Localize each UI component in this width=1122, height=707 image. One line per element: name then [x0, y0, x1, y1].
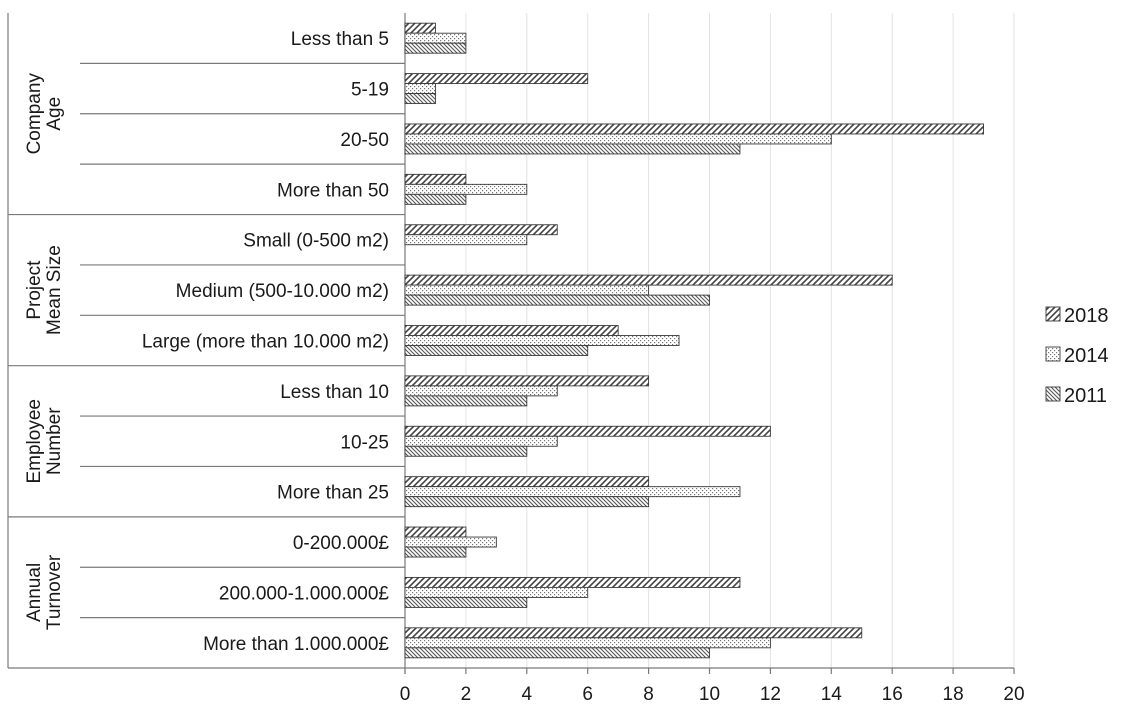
bar-2018 [404, 173, 467, 185]
bar-2018 [404, 274, 893, 286]
bar-2018 [404, 425, 771, 437]
bar-2018 [404, 325, 619, 336]
bar-2014 [404, 133, 832, 145]
category-label: Less than 5 [291, 29, 389, 50]
legend: 2018 2014 2011 [1045, 305, 1109, 407]
bar-2018 [404, 73, 589, 85]
bar-2018 [404, 627, 863, 639]
bar-2014 [404, 335, 680, 346]
legend-label-2014: 2014 [1064, 345, 1109, 367]
bar-2014 [404, 435, 558, 447]
legend-swatch-2014 [1045, 346, 1061, 362]
x-tick-label: 20 [1003, 684, 1024, 705]
category-label: Medium (500-10.000 m2) [176, 281, 389, 302]
bar-2011 [404, 546, 467, 558]
bar-2018 [404, 476, 650, 488]
legend-swatch-2011 [1045, 386, 1061, 402]
category-label: More than 25 [277, 483, 389, 504]
bar-2018 [404, 224, 558, 236]
x-tick-label: 12 [760, 684, 781, 705]
bar-2011 [404, 193, 467, 205]
bar-2018 [404, 576, 741, 588]
category-label: More than 50 [277, 180, 389, 201]
group-label: AnnualTurnover [24, 554, 65, 630]
bar-2011 [404, 294, 710, 306]
bar-2011 [404, 596, 528, 608]
bar-2014 [404, 284, 650, 296]
category-label: 10-25 [340, 432, 389, 453]
bar-2018 [404, 22, 436, 34]
bar-2014 [404, 586, 589, 598]
bar-2014 [404, 536, 497, 548]
bar-2014 [404, 183, 528, 195]
category-label: More than 1.000.000£ [203, 634, 389, 655]
x-tick-label: 10 [699, 684, 720, 705]
bar-2011 [404, 143, 741, 155]
bar-2011 [404, 345, 589, 356]
bar-2014 [404, 385, 558, 397]
category-label: 0-200.000£ [293, 533, 390, 554]
x-tick-label: 8 [643, 684, 654, 705]
x-tick-label: 0 [400, 684, 411, 705]
bar-2014 [404, 486, 741, 498]
x-tick-label: 18 [943, 684, 964, 705]
category-label: 20-50 [340, 130, 389, 151]
bar-2011 [404, 395, 528, 407]
group-label: EmployeeNumber [24, 399, 65, 484]
group-label: CompanyAge [24, 73, 65, 155]
category-label: Less than 10 [280, 382, 389, 403]
category-label: Small (0-500 m2) [243, 231, 389, 252]
bar-2014 [404, 234, 528, 246]
axis-frame [7, 13, 1014, 674]
group-label: ProjectMean Size [24, 245, 65, 335]
bar-2011 [404, 647, 710, 659]
category-label: 5-19 [351, 80, 389, 101]
bar-2018 [404, 375, 650, 387]
bar-2018 [404, 123, 984, 135]
category-label: 200.000-1.000.000£ [219, 583, 390, 604]
bar-2011 [404, 93, 436, 105]
bar-2011 [404, 42, 467, 54]
x-tick-label: 2 [461, 684, 472, 705]
x-tick-label: 16 [882, 684, 903, 705]
legend-swatch-2018 [1045, 306, 1061, 322]
category-labels: CompanyAge ProjectMean Size EmployeeNumber… [24, 29, 389, 655]
bar-2018 [404, 526, 467, 538]
gridlines [465, 13, 1015, 668]
legend-label-2011: 2011 [1064, 385, 1107, 407]
legend-label-2018: 2018 [1064, 305, 1109, 327]
bar-2014 [404, 32, 467, 44]
x-tick-label: 6 [582, 684, 593, 705]
x-tick-label: 4 [522, 684, 533, 705]
bar-2014 [404, 637, 771, 649]
category-label: Large (more than 10.000 m2) [142, 332, 389, 353]
bar-2014 [404, 83, 436, 95]
bars [404, 22, 984, 659]
bar-2011 [404, 496, 650, 508]
x-axis-ticks: 0 2 4 6 8 10 12 14 16 18 20 [400, 668, 1025, 705]
x-tick-label: 14 [821, 684, 843, 705]
bar-2011 [404, 445, 528, 457]
